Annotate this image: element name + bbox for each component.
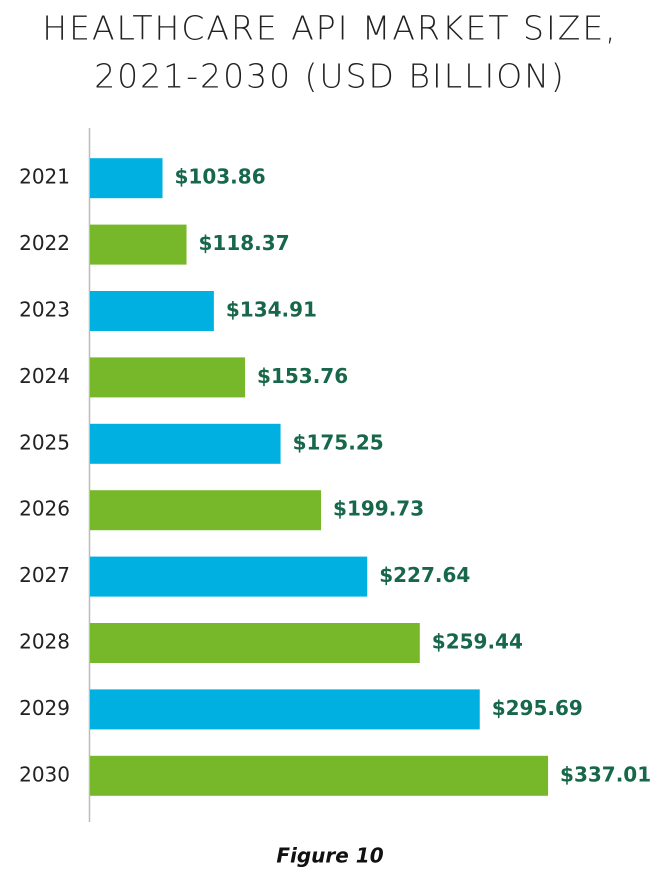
caption: Figure 10 xyxy=(276,844,383,868)
y-tick-label: 2027 xyxy=(19,563,70,587)
bar xyxy=(90,556,368,597)
data-label: $118.37 xyxy=(199,231,290,255)
chart-title: HEALTHCARE API MARKET SIZE, xyxy=(42,9,617,48)
chart-title: 2021-2030 (USD BILLION) xyxy=(94,57,566,96)
data-label: $337.01 xyxy=(560,762,651,786)
y-tick-label: 2022 xyxy=(19,231,70,255)
bar xyxy=(90,224,187,265)
y-tick-label: 2023 xyxy=(19,298,70,322)
data-label: $175.25 xyxy=(293,430,384,454)
bar xyxy=(90,490,322,531)
y-tick-label: 2026 xyxy=(19,497,70,521)
data-label: $103.86 xyxy=(175,165,266,189)
data-label: $134.91 xyxy=(226,298,317,322)
data-label: $227.64 xyxy=(379,563,470,587)
data-label: $295.69 xyxy=(492,696,583,720)
data-label: $259.44 xyxy=(432,630,523,654)
y-tick-label: 2030 xyxy=(19,762,70,786)
bar xyxy=(90,423,281,464)
bar xyxy=(90,755,549,796)
bar xyxy=(90,689,480,730)
data-label: $199.73 xyxy=(333,497,424,521)
y-tick-label: 2025 xyxy=(19,430,70,454)
y-tick-label: 2028 xyxy=(19,630,70,654)
bar xyxy=(90,158,163,199)
y-tick-label: 2024 xyxy=(19,364,70,388)
bar xyxy=(90,623,420,663)
data-label: $153.76 xyxy=(257,364,348,388)
bar xyxy=(90,357,246,398)
y-tick-label: 2029 xyxy=(19,696,70,720)
bar xyxy=(90,291,214,331)
y-tick-label: 2021 xyxy=(19,165,70,189)
